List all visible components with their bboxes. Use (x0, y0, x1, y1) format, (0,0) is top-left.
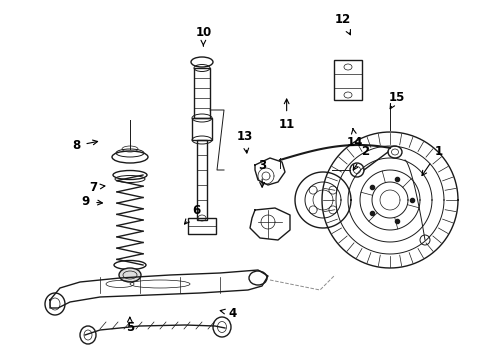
Ellipse shape (119, 268, 141, 282)
Bar (197, 140, 207, 220)
Text: 6: 6 (185, 204, 200, 224)
Text: 9: 9 (82, 195, 102, 208)
Text: 14: 14 (347, 129, 364, 149)
Text: 10: 10 (195, 26, 212, 46)
Text: 5: 5 (126, 317, 134, 334)
Bar (334, 60, 362, 100)
Text: 4: 4 (220, 307, 237, 320)
Bar (188, 218, 216, 234)
Text: 2: 2 (353, 145, 369, 170)
Text: 11: 11 (278, 99, 295, 131)
Text: 1: 1 (422, 145, 442, 176)
Text: 12: 12 (335, 13, 351, 35)
Bar (192, 118, 212, 140)
Text: 3: 3 (258, 159, 266, 187)
Text: 7: 7 (89, 181, 105, 194)
Text: 8: 8 (72, 139, 98, 152)
Text: 15: 15 (389, 91, 405, 109)
Text: 13: 13 (237, 130, 253, 153)
